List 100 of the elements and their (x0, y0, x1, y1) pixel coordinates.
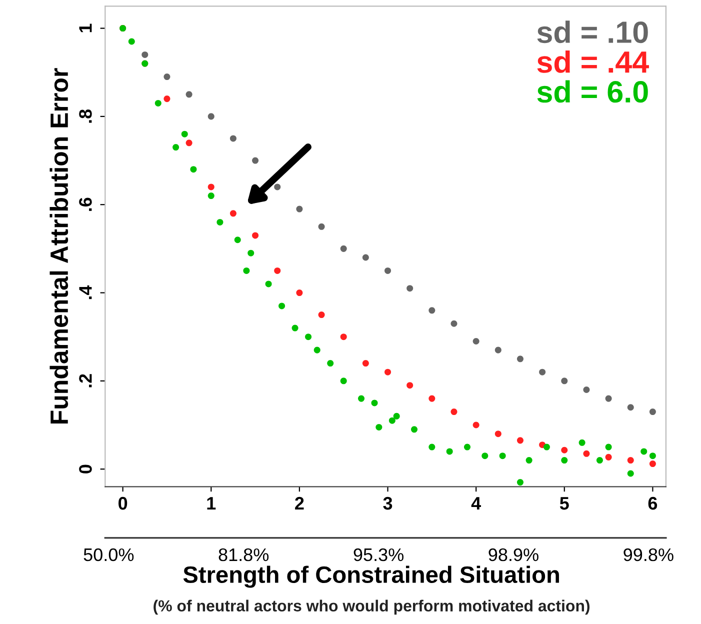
point (216, 218, 224, 226)
text: sd = .10 (537, 20, 648, 44)
text: sd = .44 (537, 50, 649, 73)
point (406, 285, 414, 292)
point (208, 192, 214, 200)
text: 98.9% (488, 548, 538, 562)
point (128, 38, 135, 45)
point (472, 338, 480, 345)
point (450, 408, 458, 416)
text: sd = 6.0 (537, 80, 648, 103)
point (230, 135, 236, 142)
point (296, 206, 303, 212)
point (234, 236, 241, 244)
point (605, 395, 612, 402)
point (494, 430, 502, 438)
point (327, 360, 334, 367)
y-tick-label: 1 (79, 24, 92, 32)
point (186, 140, 192, 146)
point (539, 368, 546, 376)
point (292, 324, 298, 332)
x-tick-label: 2 (295, 496, 304, 510)
point (164, 96, 170, 102)
point (172, 144, 180, 151)
point (472, 422, 480, 428)
point (388, 417, 396, 424)
point (516, 479, 524, 486)
point (428, 395, 436, 402)
y-tick-label: .4 (79, 285, 92, 300)
point (154, 100, 162, 106)
point (252, 157, 259, 164)
point (649, 408, 656, 416)
point (318, 312, 325, 318)
x-tick-label: 1 (207, 497, 216, 510)
point (446, 448, 453, 455)
point (371, 400, 378, 406)
point (410, 426, 418, 433)
point (186, 91, 192, 98)
x-tick-label: 5 (560, 497, 569, 510)
text: (% of neutral actors who would perform motivated action) (154, 600, 590, 615)
point (627, 457, 634, 464)
point (384, 267, 392, 274)
y-tick-label: .8 (79, 109, 92, 123)
point (243, 267, 250, 274)
y-tick-label: 0 (79, 464, 92, 474)
point (164, 74, 170, 80)
x-axis-title: Strength of Constrained Situation (183, 566, 559, 588)
point (428, 307, 436, 314)
point (627, 404, 634, 411)
point (464, 444, 470, 450)
point (384, 368, 392, 376)
x-tick-label: 6 (648, 496, 658, 510)
point (393, 412, 400, 420)
point (358, 395, 365, 402)
point (340, 334, 347, 340)
point (649, 452, 656, 460)
point (596, 457, 603, 464)
y-axis-title: Fundamental Attribution Error (50, 68, 68, 424)
y-tick-label: .2 (79, 374, 92, 388)
point (181, 130, 188, 138)
point (296, 290, 303, 296)
point (561, 446, 568, 454)
point (340, 378, 347, 384)
point (605, 444, 612, 450)
point (362, 360, 369, 367)
y-tick-label: .6 (79, 198, 92, 211)
point (305, 334, 312, 340)
point (318, 223, 325, 230)
point (450, 320, 458, 327)
point (265, 280, 272, 288)
point (190, 166, 197, 173)
point (583, 450, 590, 457)
point (516, 437, 524, 444)
point (649, 460, 656, 468)
point (640, 448, 648, 455)
point (314, 346, 320, 354)
point (278, 302, 286, 310)
point (561, 457, 568, 464)
point (482, 452, 488, 460)
point (248, 250, 254, 256)
point (274, 267, 281, 274)
point (142, 51, 148, 58)
text: 95.3% (354, 548, 404, 562)
x-tick-label: 0 (118, 496, 128, 510)
point (428, 444, 436, 450)
point (208, 184, 214, 190)
point (499, 452, 506, 460)
point (362, 254, 369, 261)
point (340, 245, 347, 252)
point (406, 382, 414, 389)
point (627, 470, 634, 477)
point (543, 444, 550, 450)
point (230, 210, 236, 217)
x-tick-label: 4 (471, 497, 481, 510)
x-tick-label: 3 (383, 496, 392, 510)
text: 99.8% (624, 548, 674, 562)
point (274, 184, 281, 190)
point (516, 356, 524, 362)
point (583, 386, 590, 393)
point (526, 457, 532, 464)
point (376, 424, 382, 430)
